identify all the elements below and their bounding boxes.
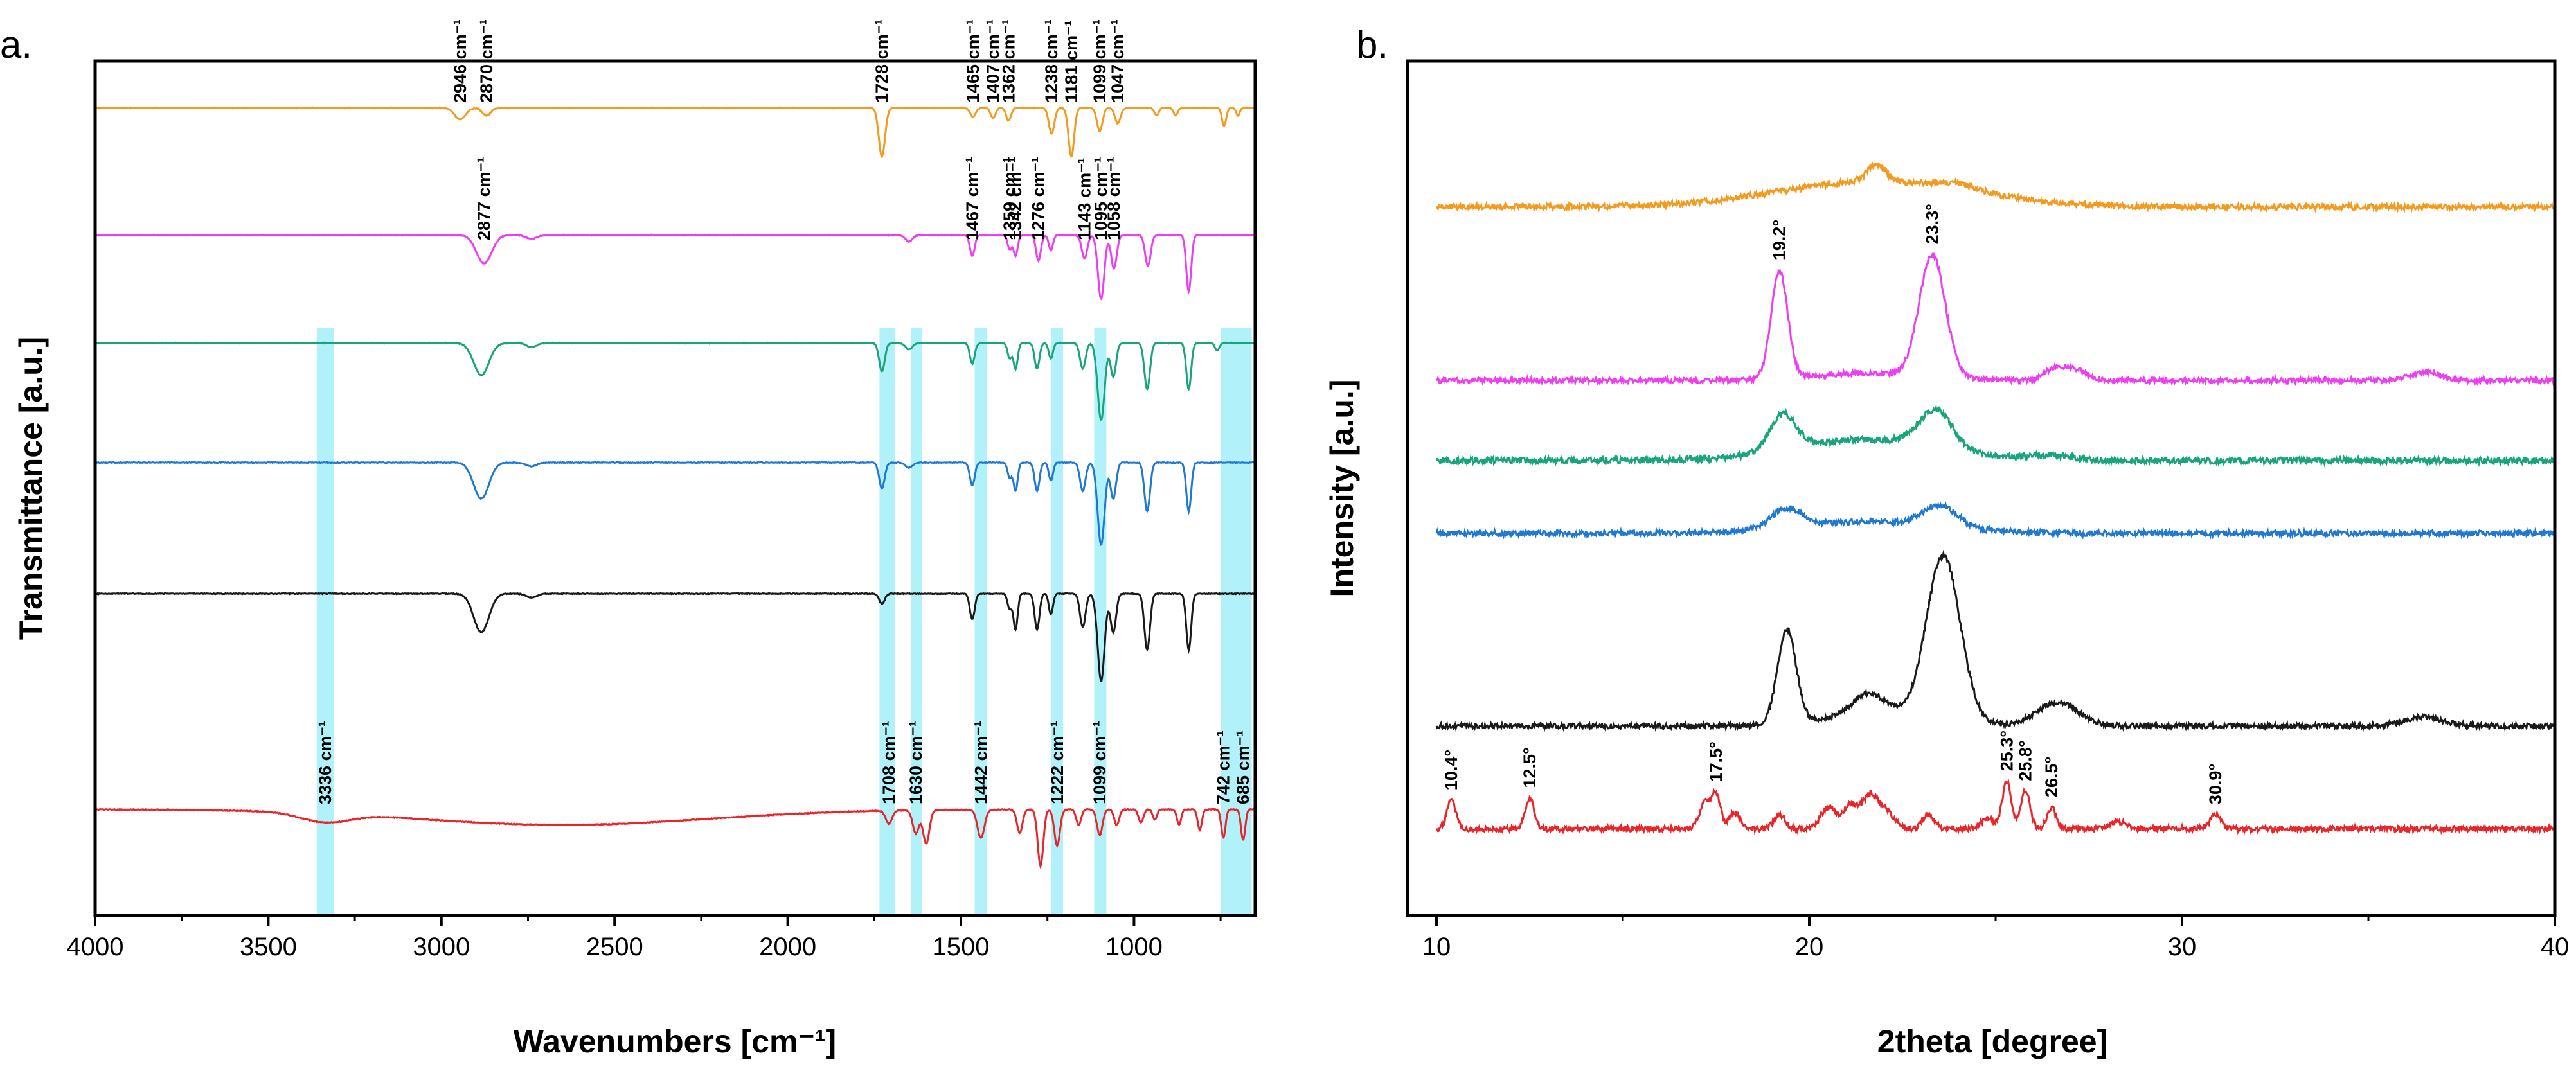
highlight-band (974, 328, 987, 915)
x-axis-title: 2theta [degree] (1877, 1023, 2107, 1059)
peak-label: 1095 cm⁻¹ (1091, 157, 1111, 240)
ftir-series-line (94, 106, 1256, 159)
peak-label: 742 cm⁻¹ (1213, 730, 1233, 804)
x-tick-label: 3000 (413, 933, 470, 961)
panel-a-label: a. (0, 23, 32, 66)
x-tick-label: 1000 (1105, 933, 1163, 961)
peak-label: 25.3° (1997, 730, 2016, 771)
xrd-series-line (1435, 501, 2556, 540)
x-tick-label: 1500 (933, 933, 990, 961)
plot-frame (93, 59, 1257, 917)
peak-label: 1442 cm⁻¹ (971, 721, 990, 804)
xrd-series-line (1435, 778, 2555, 836)
peak-label: 1359 cm⁻¹ (1000, 157, 1019, 240)
highlight-band (316, 328, 334, 915)
highlight-band (1051, 328, 1063, 915)
ftir-series-line (94, 592, 1256, 683)
y-axis-title: Intensity [a.u.] (1324, 380, 1360, 597)
highlight-band (1094, 328, 1107, 915)
ftir-series-line (94, 461, 1256, 547)
panel-a-ftir: a. 2946 cm⁻¹ 2870 cm⁻¹ 1728 cm⁻¹ 1465 cm⁻¹ 1… (0, 19, 1257, 1059)
ftir-spectra (94, 106, 1256, 869)
x-tick-label: 3500 (240, 933, 297, 961)
peak-label: 23.3° (1922, 204, 1942, 244)
peak-label: 1630 cm⁻¹ (906, 721, 926, 804)
peak-label: 1276 cm⁻¹ (1029, 157, 1048, 240)
xrd-patterns (1435, 161, 2556, 836)
xrd-series-line (1436, 251, 2556, 387)
x-tick-label: 30 (2168, 933, 2197, 961)
plot-frame (1406, 59, 2557, 917)
x-tick-label: 2000 (759, 933, 816, 961)
ftir-peak-labels: 2946 cm⁻¹ 2870 cm⁻¹ 1728 cm⁻¹ 1465 cm⁻¹ 1407… (316, 19, 1253, 804)
x-ticks: 4000 3500 3000 2500 2000 1500 1000 (67, 915, 1222, 961)
peak-label: 3336 cm⁻¹ (316, 721, 335, 804)
y-axis-title: Transmittance [a.u.] (13, 337, 49, 640)
peak-label: 25.8° (2016, 740, 2035, 781)
highlight-band (910, 328, 922, 915)
x-ticks: 10 20 30 40 (1422, 915, 2570, 961)
xrd-peak-labels: 19.2° 23.3° 10.4° 12.5° 17.5° 25.3° 25.8° 26.5°… (1442, 204, 2225, 804)
peak-label: 12.5° (1520, 747, 1539, 788)
peak-label: 1342 cm⁻¹ (1006, 157, 1025, 240)
highlight-band (879, 328, 895, 915)
peak-label: 2877 cm⁻¹ (474, 157, 494, 240)
peak-label: 1058 cm⁻¹ (1104, 157, 1123, 240)
peak-label: 685 cm⁻¹ (1233, 730, 1253, 804)
peak-label: 1143 cm⁻¹ (1075, 158, 1094, 240)
x-tick-label: 2500 (586, 933, 643, 961)
x-tick-label: 40 (2541, 933, 2570, 961)
peak-label: 10.4° (1442, 750, 1461, 790)
peak-label: 1467 cm⁻¹ (963, 157, 982, 240)
ftir-series-line (94, 808, 1256, 869)
x-tick-label: 10 (1422, 933, 1451, 961)
peak-label: 19.2° (1770, 220, 1789, 260)
ftir-series-line (94, 341, 1256, 421)
peak-label: 17.5° (1706, 741, 1726, 782)
panel-b-xrd: b. 19.2° 23.3° 10.4° 12.5° 17.5° 25.3° 25.8° 26… (1324, 23, 2569, 1059)
x-tick-label: 4000 (67, 933, 124, 961)
peak-label: 1099 cm⁻¹ (1090, 721, 1109, 804)
panel-b-label: b. (1356, 23, 1388, 66)
peak-label: 1222 cm⁻¹ (1048, 721, 1067, 804)
peak-label: 26.5° (2042, 757, 2061, 797)
ftir-series-line (94, 233, 1256, 301)
xrd-series-line (1435, 549, 2556, 732)
x-axis-title: Wavenumbers [cm⁻¹] (514, 1023, 836, 1059)
xrd-series-line (1435, 403, 2556, 468)
x-tick-label: 20 (1795, 933, 1824, 961)
xrd-series-line (1435, 161, 2556, 214)
peak-label: 30.9° (2206, 764, 2225, 804)
peak-label: 1708 cm⁻¹ (879, 721, 899, 804)
